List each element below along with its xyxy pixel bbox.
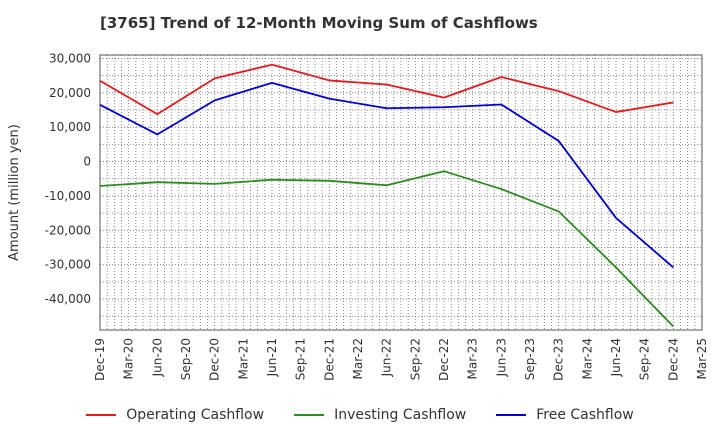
x-tick-label: Jun-24 [609, 338, 623, 377]
x-tick-label: Dec-19 [93, 338, 107, 381]
x-tick-label: Sep-22 [408, 338, 422, 380]
series-line-free-cashflow [99, 81, 674, 269]
series-lines [99, 63, 674, 328]
x-tick-label: Jun-20 [150, 338, 164, 377]
legend-swatch [294, 414, 325, 416]
x-tick-label: Sep-20 [179, 338, 193, 380]
x-tick-label: Dec-22 [437, 338, 451, 381]
x-tick-label: Mar-22 [351, 338, 365, 379]
x-tick-label: Mar-20 [122, 338, 136, 379]
x-tick-label: Dec-21 [322, 338, 336, 381]
x-tick-label: Mar-21 [236, 338, 250, 379]
x-tick-labels: Dec-19 Mar-20 Jun-20 Sep-20 Dec-20 Mar-21 Jun-… [93, 338, 709, 381]
series-line-operating-cashflow [99, 63, 674, 116]
y-tick-label: 0 [83, 155, 91, 169]
y-tick-label: 10,000 [49, 120, 91, 134]
legend-item-investing-cashflow: Investing Cashflow [294, 407, 466, 423]
chart-title: [3765] Trend of 12-Month Moving Sum of C… [100, 14, 538, 32]
y-axis-label: Amount (million yen) [7, 124, 22, 261]
x-tick-label: Dec-23 [552, 338, 566, 381]
x-tick-label: Sep-23 [523, 338, 537, 380]
x-tick-label: Mar-25 [695, 338, 709, 379]
x-tick-label: Jun-23 [494, 338, 508, 377]
x-tick-label: Mar-24 [580, 338, 594, 379]
axes [99, 54, 703, 331]
x-tick-label: Sep-24 [638, 338, 652, 380]
legend-swatch [496, 414, 527, 416]
legend-swatch [86, 414, 117, 416]
x-tick-label: Dec-20 [208, 338, 222, 381]
y-tick-label: -20,000 [45, 223, 91, 237]
y-tick-label: -10,000 [45, 189, 91, 203]
legend-label: Free Cashflow [536, 407, 634, 423]
y-tick-label: 20,000 [49, 86, 91, 100]
y-tick-label: -30,000 [45, 258, 91, 272]
chart-legend: Operating Cashflow Investing Cashflow Free… [0, 404, 720, 426]
grid-lines [99, 55, 703, 330]
legend-item-free-cashflow: Free Cashflow [496, 407, 634, 423]
y-tick-label: -40,000 [45, 292, 91, 306]
x-tick-label: Jun-21 [265, 338, 279, 377]
legend-label: Investing Cashflow [334, 407, 467, 423]
x-tick-label: Sep-21 [294, 338, 308, 380]
y-tick-labels: 30,000 20,000 10,000 0 -10,000 -20,000 -30,000… [45, 51, 91, 306]
legend-label: Operating Cashflow [126, 407, 265, 423]
x-tick-label: Mar-23 [466, 338, 480, 379]
x-tick-label: Dec-24 [666, 338, 680, 381]
x-tick-label: Jun-22 [380, 338, 394, 377]
legend-item-operating-cashflow: Operating Cashflow [86, 407, 264, 423]
plot-frame [99, 54, 703, 331]
series-line-investing-cashflow [99, 170, 674, 328]
y-tick-label: 30,000 [49, 51, 91, 65]
